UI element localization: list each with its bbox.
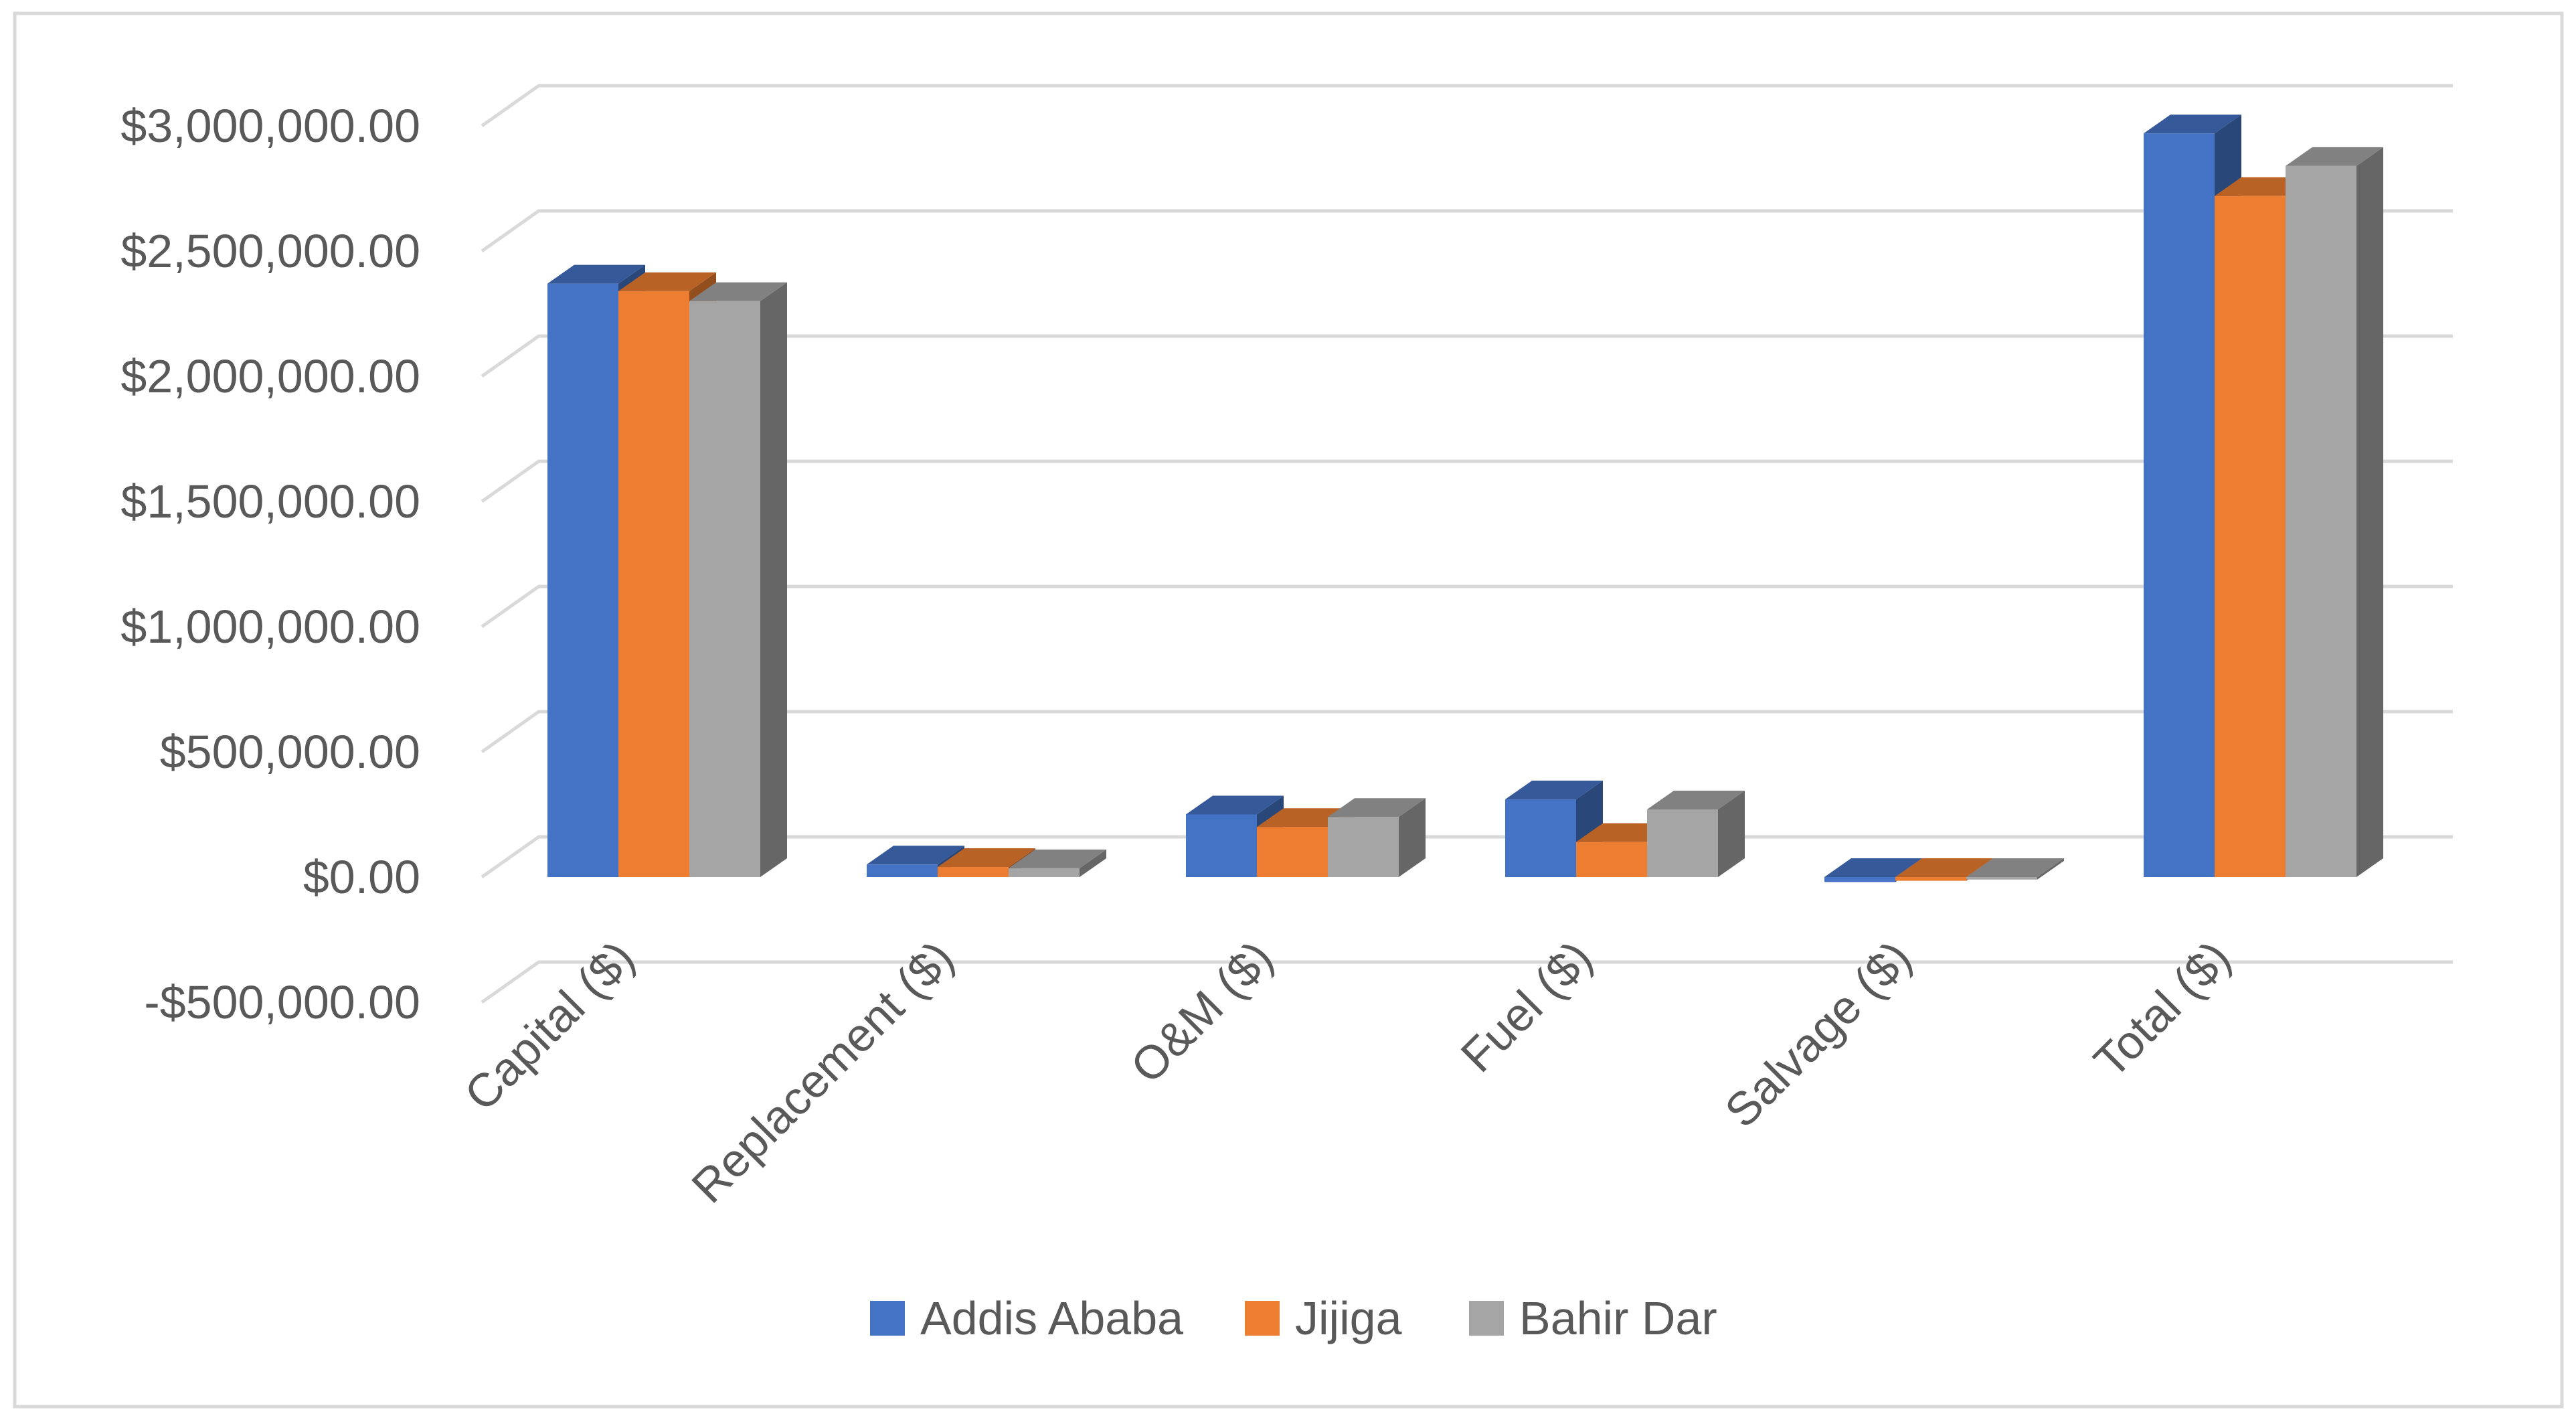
y-tick-label: $500,000.00: [160, 726, 420, 778]
bar-front: [938, 867, 1009, 877]
y-tick-label: $2,500,000.00: [120, 225, 420, 277]
gridline: [481, 84, 2453, 128]
bar-front: [618, 291, 689, 878]
bar-front: [1009, 868, 1080, 877]
bar-side: [1718, 791, 1745, 877]
legend-swatch: [870, 1301, 905, 1336]
bar-top: [1824, 858, 1922, 877]
y-tick-label: -$500,000.00: [144, 976, 420, 1028]
y-tick-label: $2,000,000.00: [120, 350, 420, 402]
bar-top: [938, 848, 1035, 868]
bar-top: [1328, 798, 1426, 817]
bar: [689, 282, 787, 877]
bar-front: [1328, 817, 1399, 877]
gridline: [481, 459, 2453, 503]
bar: [1009, 849, 1106, 877]
bar-top: [618, 272, 716, 291]
bar-front: [1647, 809, 1718, 877]
gridlines: [481, 84, 2453, 1004]
bar-top: [2286, 147, 2383, 166]
bar-top: [689, 282, 787, 301]
bar-top: [2144, 114, 2241, 134]
bar-front: [2144, 133, 2215, 878]
bar-side: [2037, 858, 2064, 880]
bar-side: [1399, 798, 1426, 877]
legend-swatch: [1245, 1301, 1280, 1336]
bar-top: [1966, 858, 2064, 877]
bar-top: [547, 264, 645, 284]
legend-swatch: [1469, 1301, 1504, 1336]
gridline: [481, 209, 2453, 253]
bar-front: [867, 864, 938, 877]
y-tick-label: $1,500,000.00: [120, 475, 420, 528]
legend-item: Bahir Dar: [1469, 1292, 1717, 1344]
y-tick-label: $3,000,000.00: [120, 100, 420, 152]
bar-top: [1505, 781, 1603, 800]
bars: [547, 114, 2383, 882]
bar-front: [689, 301, 760, 877]
bar: [1328, 798, 1426, 877]
bar-front: [1505, 799, 1576, 877]
legend-item: Addis Ababa: [870, 1292, 1183, 1344]
bar-side: [1080, 849, 1106, 877]
y-axis-tick-labels: -$500,000.00 $0.00 $500,000.00 $1,000,000.0…: [120, 100, 420, 1028]
gridline: [481, 584, 2453, 629]
legend-item: Jijiga: [1245, 1292, 1402, 1344]
bar-side: [760, 282, 787, 877]
bar-front: [1186, 814, 1257, 877]
bar-top: [1647, 791, 1745, 810]
legend-label: Addis Ababa: [920, 1292, 1183, 1344]
bar-top: [1186, 795, 1284, 815]
bar-top: [1895, 858, 1993, 877]
bar: [1647, 791, 1745, 877]
bar-top: [867, 846, 964, 865]
bar-front: [1576, 842, 1647, 877]
gridline: [481, 710, 2453, 754]
gridline: [481, 960, 2453, 1004]
bar-front: [2286, 165, 2356, 878]
y-tick-label: $1,000,000.00: [120, 601, 420, 653]
bar: [1186, 795, 1284, 877]
gridline: [481, 835, 2453, 879]
gridline: [481, 334, 2453, 378]
bar: [2286, 147, 2383, 878]
bar: [1966, 858, 2064, 880]
bar-front: [1824, 877, 1895, 882]
bar-front: [1895, 877, 1966, 881]
legend-label: Bahir Dar: [1519, 1292, 1717, 1344]
legend: Addis Ababa Jijiga Bahir Dar: [870, 1292, 1717, 1344]
bar-side: [2356, 147, 2383, 878]
bar-front: [1966, 877, 2037, 880]
bar-top: [1009, 849, 1106, 868]
legend-label: Jijiga: [1295, 1292, 1402, 1344]
bar-front: [547, 283, 618, 877]
bar-front: [2215, 195, 2286, 878]
y-tick-label: $0.00: [303, 851, 420, 903]
bar-front: [1257, 827, 1328, 877]
